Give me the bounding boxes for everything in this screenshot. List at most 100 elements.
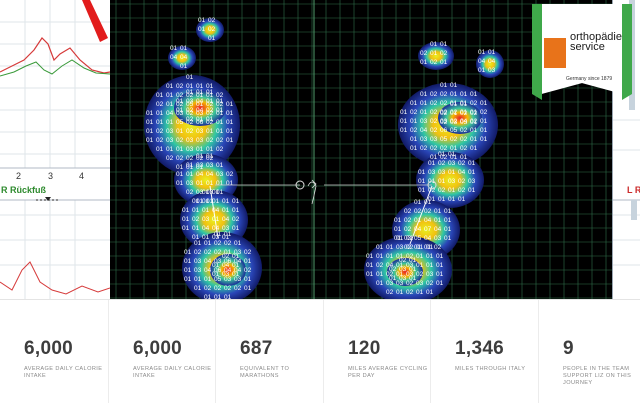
svg-text:02: 02 — [460, 136, 468, 143]
svg-text:01: 01 — [440, 59, 448, 66]
svg-text:02: 02 — [224, 285, 232, 292]
svg-text:01: 01 — [176, 98, 184, 105]
svg-text:01: 01 — [396, 253, 404, 260]
svg-text:01: 01 — [470, 109, 478, 116]
svg-text:02: 02 — [438, 187, 446, 194]
svg-text:01: 01 — [182, 216, 190, 223]
svg-text:04: 04 — [458, 169, 466, 176]
svg-text:03: 03 — [396, 244, 404, 251]
svg-text:04: 04 — [234, 258, 242, 265]
svg-text:01: 01 — [232, 262, 240, 269]
stat-value: 120 — [348, 338, 381, 359]
axis-tick: 2 — [16, 171, 22, 181]
svg-text:04: 04 — [180, 54, 188, 61]
svg-text:01: 01 — [400, 127, 408, 134]
svg-text:02: 02 — [420, 145, 428, 152]
svg-text:02: 02 — [460, 145, 468, 152]
svg-text:03: 03 — [399, 266, 407, 273]
stat-tile: 120 MILES AVERAGE CYCLING PER DAY — [324, 300, 431, 403]
svg-text:01: 01 — [438, 178, 446, 185]
svg-text:01: 01 — [376, 244, 384, 251]
svg-text:02: 02 — [176, 92, 184, 99]
svg-text:01: 01 — [416, 289, 424, 296]
svg-text:03: 03 — [399, 275, 407, 282]
svg-text:01: 01 — [410, 145, 418, 152]
svg-text:01: 01 — [440, 82, 448, 89]
svg-text:03: 03 — [196, 189, 204, 196]
svg-text:02: 02 — [440, 110, 448, 117]
svg-text:01: 01 — [244, 258, 252, 265]
svg-text:01: 01 — [396, 235, 404, 242]
svg-text:01: 01 — [460, 154, 468, 161]
svg-text:01: 01 — [186, 74, 194, 81]
svg-text:01: 01 — [196, 92, 204, 99]
svg-text:01: 01 — [376, 271, 384, 278]
svg-text:01: 01 — [206, 92, 214, 99]
svg-text:06: 06 — [224, 258, 232, 265]
red-marker — [82, 0, 108, 42]
logo-badge — [532, 3, 632, 100]
svg-text:01: 01 — [426, 262, 434, 269]
stat-label: PEOPLE IN THE TEAM SUPPORT LIZ ON THIS J… — [563, 366, 632, 386]
svg-text:02: 02 — [244, 267, 252, 274]
svg-text:01: 01 — [146, 137, 154, 144]
svg-text:01: 01 — [430, 50, 438, 57]
stat-label: MILES AVERAGE CYCLING PER DAY — [348, 366, 428, 379]
svg-text:04: 04 — [204, 258, 212, 265]
svg-text:01: 01 — [416, 253, 424, 260]
svg-text:01: 01 — [156, 119, 164, 126]
svg-text:02: 02 — [234, 285, 242, 292]
svg-text:01: 01 — [450, 101, 458, 108]
svg-text:03: 03 — [166, 128, 174, 135]
svg-text:01: 01 — [460, 91, 468, 98]
svg-text:01: 01 — [206, 89, 214, 96]
svg-text:03: 03 — [460, 119, 468, 126]
svg-text:01: 01 — [366, 271, 374, 278]
svg-text:01: 01 — [216, 107, 224, 114]
svg-text:01: 01 — [480, 136, 488, 143]
svg-text:01: 01 — [206, 128, 214, 135]
svg-text:01: 01 — [444, 226, 452, 233]
svg-text:01: 01 — [232, 207, 240, 214]
svg-text:01: 01 — [426, 244, 434, 251]
svg-text:02: 02 — [470, 110, 478, 117]
svg-text:02: 02 — [186, 92, 194, 99]
svg-text:02: 02 — [430, 127, 438, 134]
svg-text:05: 05 — [440, 136, 448, 143]
svg-text:01: 01 — [214, 294, 222, 299]
svg-text:03: 03 — [396, 280, 404, 287]
svg-text:03: 03 — [194, 258, 202, 265]
svg-text:02: 02 — [438, 160, 446, 167]
svg-text:01: 01 — [426, 289, 434, 296]
svg-text:01: 01 — [424, 244, 432, 251]
svg-text:01: 01 — [232, 225, 240, 232]
svg-text:01: 01 — [470, 127, 478, 134]
svg-text:01: 01 — [478, 49, 486, 56]
svg-text:02: 02 — [186, 189, 194, 196]
svg-text:04: 04 — [222, 216, 230, 223]
logo-line1: orthopädie — [570, 31, 622, 43]
svg-text:01: 01 — [436, 262, 444, 269]
svg-text:04: 04 — [234, 267, 242, 274]
svg-text:01: 01 — [166, 146, 174, 153]
svg-text:02: 02 — [404, 208, 412, 215]
svg-text:01: 01 — [460, 101, 468, 108]
svg-text:02: 02 — [206, 107, 214, 114]
svg-text:01: 01 — [196, 116, 204, 123]
svg-text:02: 02 — [186, 155, 194, 162]
svg-text:02: 02 — [196, 155, 204, 162]
svg-text:01: 01 — [226, 180, 234, 187]
svg-text:02: 02 — [206, 101, 214, 108]
svg-text:05: 05 — [214, 276, 222, 283]
svg-text:02: 02 — [404, 217, 412, 224]
svg-text:01: 01 — [478, 67, 486, 74]
svg-text:01: 01 — [458, 196, 466, 203]
svg-text:01: 01 — [426, 253, 434, 260]
svg-text:04: 04 — [424, 217, 432, 224]
svg-text:01: 01 — [186, 83, 194, 90]
svg-text:02: 02 — [226, 171, 234, 178]
svg-text:02: 02 — [192, 216, 200, 223]
right-rearfoot-label: R Rückfuß — [1, 185, 46, 195]
svg-text:03: 03 — [428, 169, 436, 176]
